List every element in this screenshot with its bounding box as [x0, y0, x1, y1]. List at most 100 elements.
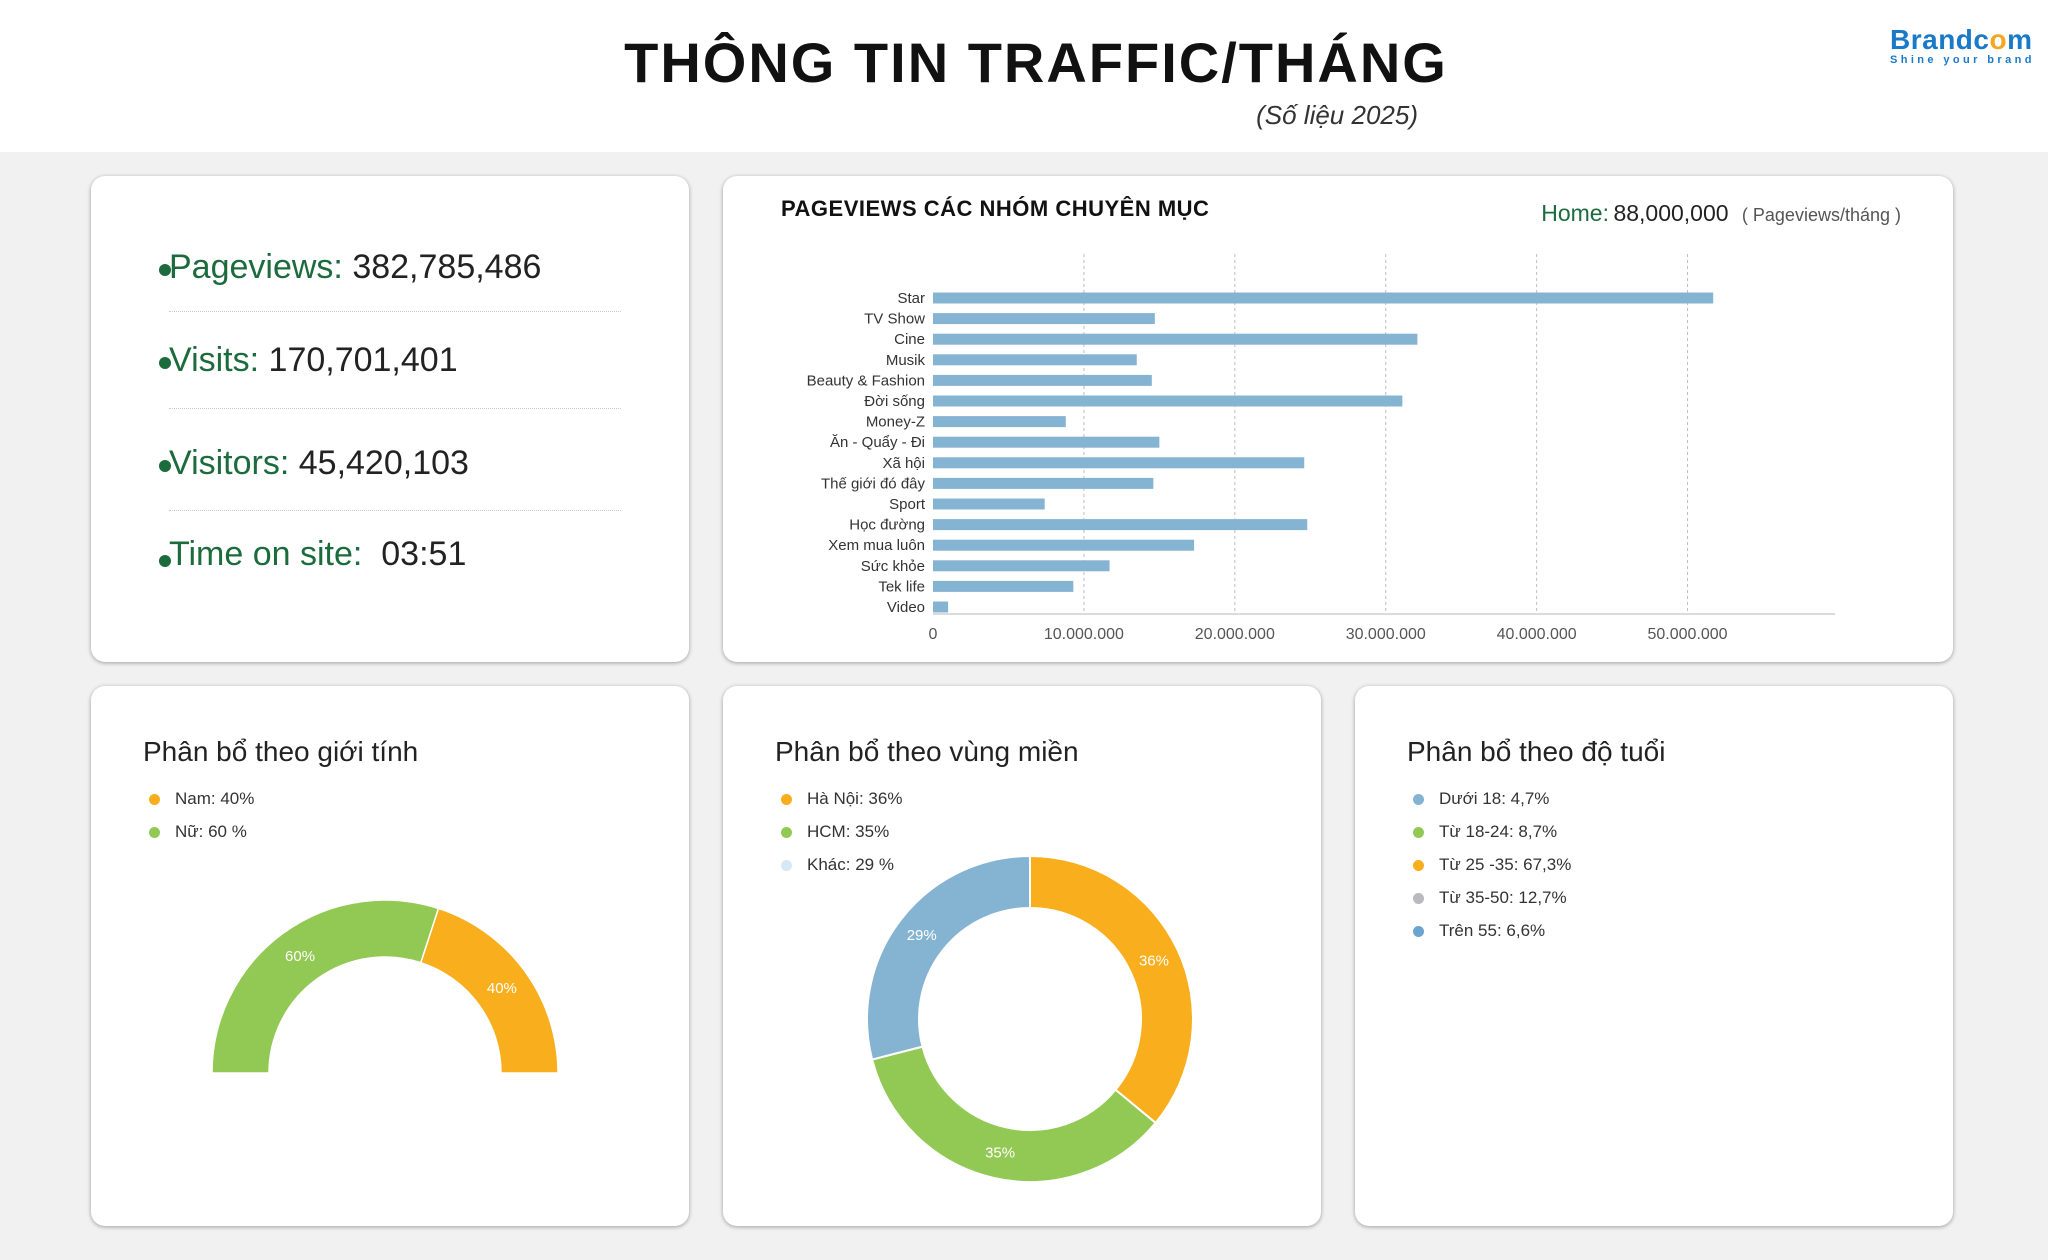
age-card: Phân bổ theo độ tuổi Dưới 18: 4,7% Từ 18-… — [1355, 686, 1953, 1226]
x-tick-label: 40.000.000 — [1497, 626, 1577, 643]
bar — [933, 539, 1195, 551]
bar — [933, 436, 1160, 448]
legend-dot — [1413, 926, 1424, 937]
slice-label: 40% — [487, 980, 517, 997]
bar — [933, 374, 1152, 386]
legend-label: Từ 18-24: 8,7% — [1439, 822, 1558, 841]
legend-item: Dưới 18: 4,7% — [1413, 788, 1571, 821]
category-label: Star — [897, 290, 925, 307]
category-label: Học đường — [849, 517, 925, 534]
donut-slice — [1029, 854, 1194, 1125]
stat-pageviews: Pageviews: 382,785,486 — [159, 248, 542, 287]
logo-tagline: Shine your brand — [1890, 54, 2035, 66]
legend-dot — [149, 827, 160, 838]
section-title: Phân bổ theo vùng miền — [775, 736, 1079, 767]
region-donut: 36% 35% 29% — [866, 854, 1194, 1183]
category-label: Money-Z — [866, 414, 925, 431]
stat-time-on-site: Time on site: 03:51 — [159, 535, 466, 574]
home-value: 88,000,000 — [1613, 200, 1729, 226]
page-subtitle: (Số liệu 2025) — [1256, 100, 1418, 130]
legend-item: Nam: 40% — [149, 788, 254, 821]
category-label: Sport — [889, 496, 926, 513]
category-label: Ăn - Quẩy - Đi — [830, 434, 925, 451]
divider — [169, 510, 621, 511]
home-label: Home: — [1541, 200, 1609, 226]
bar — [933, 457, 1305, 469]
category-label: Cine — [894, 331, 925, 348]
bar — [933, 354, 1137, 366]
x-tick-label: 10.000.000 — [1044, 626, 1124, 643]
gender-half-donut: 60% 40% — [211, 899, 559, 1074]
bar — [933, 292, 1714, 304]
region-legend: Hà Nội: 36% HCM: 35% Khác: 29 % — [781, 788, 902, 887]
stat-value: 382,785,486 — [352, 248, 542, 286]
chart-title: PAGEVIEWS CÁC NHÓM CHUYÊN MỤC — [781, 196, 1210, 221]
category-label: Xem mua luôn — [828, 537, 925, 554]
divider — [169, 311, 621, 312]
brand-logo: Brandcom Shine your brand — [1890, 24, 2035, 66]
bar — [933, 333, 1418, 345]
stat-label: Time on site: — [169, 535, 363, 573]
bullet-dot — [159, 460, 171, 472]
bar — [933, 560, 1110, 572]
legend-dot — [1413, 827, 1424, 838]
bullet-dot — [159, 264, 171, 276]
category-label: Tek life — [878, 578, 925, 595]
category-label: Video — [887, 599, 925, 616]
section-title: Phân bổ theo giới tính — [143, 736, 419, 767]
category-label: Musik — [886, 352, 926, 369]
stat-label: Pageviews: — [169, 248, 343, 286]
legend-dot — [781, 794, 792, 805]
slice-label: 36% — [1139, 953, 1169, 970]
category-label: Thế giới đó đây — [821, 475, 926, 492]
legend-item: Khác: 29 % — [781, 854, 902, 887]
donut-slice — [866, 854, 1031, 1061]
stat-value: 45,420,103 — [298, 444, 469, 482]
legend-label: Từ 25 -35: 67,3% — [1439, 855, 1572, 874]
legend-item: Nữ: 60 % — [149, 821, 254, 854]
legend-label: Trên 55: 6,6% — [1439, 921, 1546, 940]
gender-card: Phân bổ theo giới tính Nam: 40% Nữ: 60 % … — [91, 686, 689, 1226]
legend-label: HCM: 35% — [807, 822, 890, 841]
slice-label: 29% — [907, 927, 937, 944]
section-title: Phân bổ theo độ tuổi — [1407, 736, 1666, 767]
pageviews-chart-card: PAGEVIEWS CÁC NHÓM CHUYÊN MỤC Home: 88,0… — [723, 176, 1953, 662]
bar — [933, 313, 1155, 325]
stat-label: Visits: — [169, 341, 260, 379]
slice-label: 35% — [985, 1145, 1015, 1162]
divider — [169, 408, 621, 409]
x-tick-label: 30.000.000 — [1346, 626, 1426, 643]
logo-wordmark: Brandcom — [1890, 24, 2033, 55]
stat-value: 170,701,401 — [268, 341, 458, 379]
bar — [933, 498, 1045, 510]
legend-label: Nam: 40% — [175, 789, 255, 808]
home-pageviews: Home: 88,000,000 ( Pageviews/tháng ) — [1541, 200, 1901, 227]
bar — [933, 395, 1403, 407]
category-label: Beauty & Fashion — [807, 372, 925, 389]
legend-item: Trên 55: 6,6% — [1413, 920, 1571, 953]
bar — [933, 601, 949, 613]
bar — [933, 519, 1308, 531]
legend-item: Từ 18-24: 8,7% — [1413, 821, 1571, 854]
legend-dot — [149, 794, 160, 805]
header-band: THÔNG TIN TRAFFIC/THÁNG (Số liệu 2025) B… — [0, 0, 2048, 152]
gender-legend: Nam: 40% Nữ: 60 % — [149, 788, 254, 854]
bar — [933, 416, 1066, 428]
legend-dot — [781, 860, 792, 871]
legend-item: Hà Nội: 36% — [781, 788, 902, 821]
category-label: Xã hội — [882, 455, 925, 472]
bar — [933, 477, 1154, 489]
page-title: THÔNG TIN TRAFFIC/THÁNG — [624, 31, 1448, 94]
legend-dot — [1413, 794, 1424, 805]
legend-item: HCM: 35% — [781, 821, 902, 854]
stat-visits: Visits: 170,701,401 — [159, 341, 458, 380]
legend-item: Từ 25 -35: 67,3% — [1413, 854, 1571, 887]
category-label: Sức khỏe — [861, 558, 925, 575]
region-card: Phân bổ theo vùng miền Hà Nội: 36% HCM: 3… — [723, 686, 1321, 1226]
legend-label: Hà Nội: 36% — [807, 789, 903, 808]
age-legend: Dưới 18: 4,7% Từ 18-24: 8,7% Từ 25 -35: 67… — [1413, 788, 1571, 953]
legend-dot — [1413, 860, 1424, 871]
x-tick-label: 50.000.000 — [1648, 626, 1728, 643]
legend-label: Dưới 18: 4,7% — [1439, 789, 1550, 808]
bar — [933, 580, 1074, 592]
